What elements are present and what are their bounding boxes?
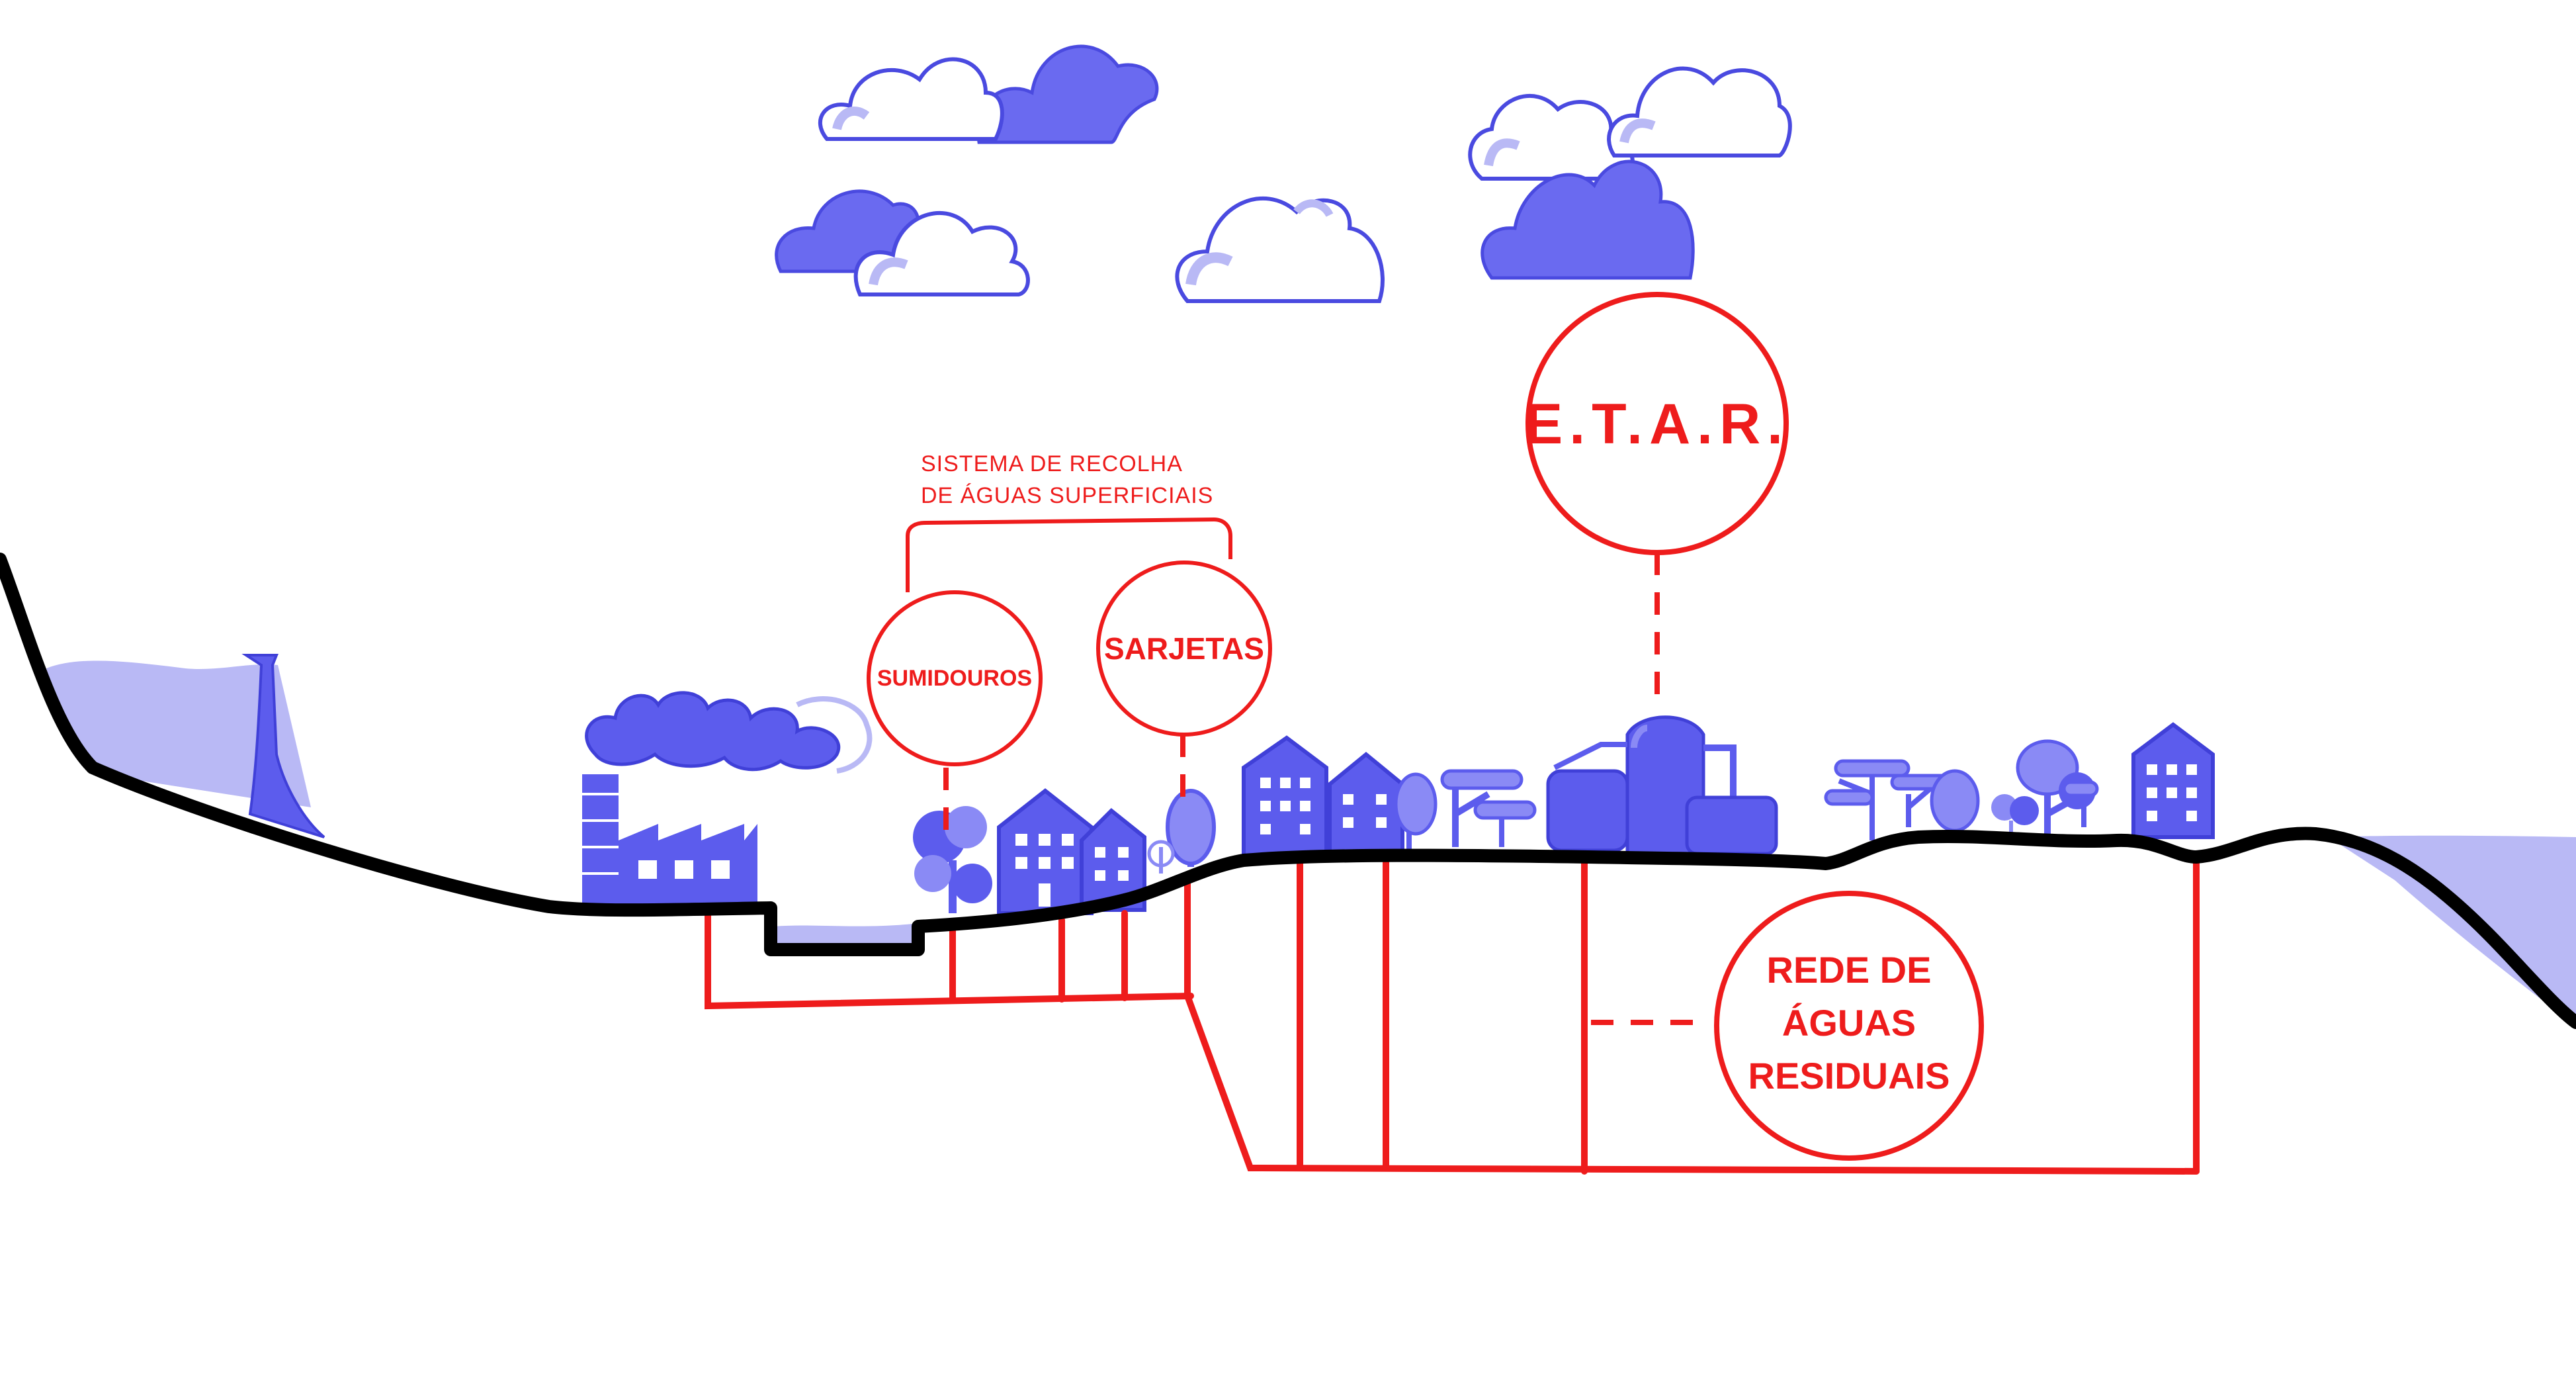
etar-circle <box>1525 292 1789 555</box>
wastewater-label-line3: RESIDUAIS <box>1748 1055 1950 1097</box>
sarjetas-label: SARJETAS <box>1104 631 1264 666</box>
cloud-icon <box>1481 159 1695 280</box>
smoke-icon <box>585 691 873 774</box>
house-icon <box>997 788 1094 915</box>
tree-icon <box>1394 772 1438 854</box>
sumidouros-label: SUMIDOUROS <box>877 666 1032 691</box>
surface-collection-network <box>705 877 1194 1010</box>
surface-system-bracket <box>906 517 1232 592</box>
house-icon <box>1080 807 1146 912</box>
ditch-water <box>774 923 920 946</box>
ground-profile <box>0 553 2576 1029</box>
tree-icon <box>2062 780 2099 827</box>
chimney-icon <box>241 654 325 838</box>
wastewater-circle <box>1714 891 1984 1161</box>
surface-system-title-line2: DE ÁGUAS SUPERFICIAIS <box>921 483 1213 508</box>
wastewater-network <box>1184 850 2200 1175</box>
house-icon <box>2131 722 2215 839</box>
tree-icon <box>1824 759 1911 840</box>
cloud-icon <box>1607 66 1792 157</box>
surface-system-title-line1: SISTEMA DE RECOLHA <box>921 451 1183 476</box>
dashed-connectors <box>943 553 1703 1025</box>
house-icon <box>1328 752 1404 856</box>
tree-icon <box>1147 840 1175 874</box>
cloud-icon <box>818 57 1004 141</box>
etar-label: E.T.A.R. <box>1525 392 1789 456</box>
tree-icon <box>1166 789 1216 867</box>
sarjetas-circle <box>1096 561 1272 737</box>
cloud-icon <box>1175 197 1385 303</box>
tree-icon <box>1473 800 1537 847</box>
factory-icon <box>582 774 757 907</box>
tree-icon <box>913 806 992 913</box>
house-icon <box>1242 735 1328 862</box>
cloud-icon <box>976 44 1159 144</box>
treatment-tank-icon <box>1546 715 1778 856</box>
tree-icon <box>1440 769 1524 847</box>
sumidouros-circle <box>867 590 1043 766</box>
right-river <box>2329 835 2576 1026</box>
cloud-icon <box>853 211 1030 296</box>
tree-icon <box>1930 769 1980 837</box>
wastewater-label-line2: ÁGUAS <box>1782 1002 1916 1044</box>
wastewater-label-line1: REDE DE <box>1767 949 1932 991</box>
